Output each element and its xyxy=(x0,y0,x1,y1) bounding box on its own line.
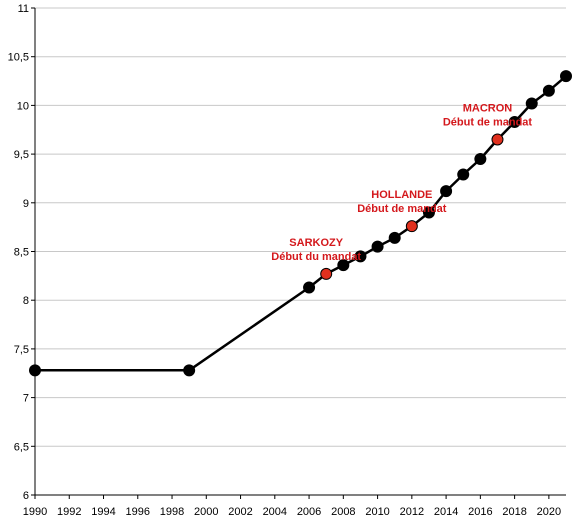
data-point xyxy=(542,84,555,97)
x-tick-label: 2010 xyxy=(365,506,389,518)
data-point xyxy=(422,206,435,219)
data-point xyxy=(474,152,487,165)
x-tick-label: 2014 xyxy=(434,506,458,518)
x-tick-label: 1998 xyxy=(160,506,184,518)
x-tick-label: 1994 xyxy=(91,506,115,518)
annotations: SARKOZY Début du mandat HOLLANDE Début de m… xyxy=(271,102,532,262)
y-tick-label: 7 xyxy=(23,393,29,405)
annotation-name: SARKOZY xyxy=(289,237,343,249)
data-point xyxy=(525,97,538,110)
x-tick-label: 2020 xyxy=(537,506,561,518)
y-tick-label: 10 xyxy=(17,100,29,112)
x-tick-label: 2006 xyxy=(297,506,321,518)
data-point xyxy=(457,168,470,181)
x-tick-labels: 1990 1992 1994 1996 1998 2000 2002 2004 2006 2008… xyxy=(23,506,561,518)
x-tick-label: 1990 xyxy=(23,506,47,518)
highlight-point xyxy=(491,133,504,146)
x-tick-label: 1996 xyxy=(126,506,150,518)
data-point xyxy=(440,185,453,198)
y-tick-label: 9,5 xyxy=(14,149,29,161)
x-tick-label: 2018 xyxy=(502,506,526,518)
gridlines xyxy=(35,7,566,496)
data-point xyxy=(337,259,350,272)
y-tick-label: 7,5 xyxy=(14,344,29,356)
y-tick-label: 8,5 xyxy=(14,247,29,259)
data-point xyxy=(371,240,384,253)
annotation-caption: Début du mandat xyxy=(271,251,361,263)
x-tick-label: 2002 xyxy=(228,506,252,518)
data-point xyxy=(388,231,401,244)
data-point xyxy=(354,250,367,263)
x-tick-label: 2012 xyxy=(400,506,424,518)
x-tick-label: 2004 xyxy=(263,506,287,518)
x-tick-label: 2000 xyxy=(194,506,218,518)
annotation-name: MACRON xyxy=(463,102,513,114)
y-tick-label: 9 xyxy=(23,198,29,210)
highlight-point xyxy=(320,267,333,280)
x-tick-label: 1992 xyxy=(57,506,81,518)
x-tick-label: 2016 xyxy=(468,506,492,518)
y-tick-label: 10,5 xyxy=(8,52,29,64)
annotation-caption: Début de mandat xyxy=(443,116,533,128)
annotation-caption: Début de mandat xyxy=(357,203,447,215)
data-point xyxy=(560,70,572,83)
highlight-point xyxy=(405,220,418,233)
data-point xyxy=(303,281,316,294)
data-points xyxy=(29,70,572,377)
y-tick-label: 11 xyxy=(18,3,29,15)
y-tick-label: 6 xyxy=(23,490,29,502)
y-tick-labels: 6 6,5 7 7,5 8 8,5 9 9,5 10 10,5 11 xyxy=(8,3,29,502)
annotation-name: HOLLANDE xyxy=(371,189,432,201)
data-point xyxy=(508,115,521,128)
data-point xyxy=(183,364,196,377)
axes xyxy=(31,7,566,499)
x-tick-label: 2008 xyxy=(331,506,355,518)
y-tick-label: 8 xyxy=(23,295,29,307)
data-point xyxy=(29,364,41,377)
y-tick-label: 6,5 xyxy=(14,441,29,453)
